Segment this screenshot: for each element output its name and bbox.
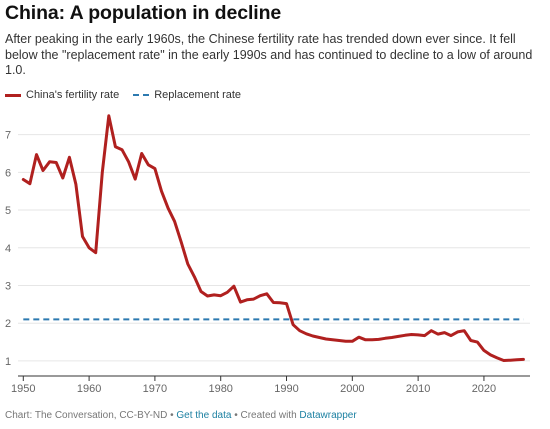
footer-separator: •	[234, 410, 238, 421]
fertility-rate-line	[21, 114, 525, 362]
y-tick-label: 2	[5, 318, 11, 330]
x-tick-label: 1950	[11, 383, 35, 395]
chart-footer: Chart: The Conversation, CC-BY-ND • Get …	[5, 410, 357, 421]
line-chart: 1 2 3 4 5 6 7 1950 1960 1970 1980 1990 2000 2010 2020	[5, 114, 530, 395]
y-tick-label: 5	[5, 205, 11, 217]
legend-swatch-solid	[5, 93, 21, 97]
x-tick-label: 1980	[208, 383, 232, 395]
legend-label-fertility-rate: China's fertility rate	[26, 89, 120, 101]
x-tick-label: 1970	[143, 383, 167, 395]
created-with-label: Created with	[240, 410, 297, 421]
legend-item-fertility-rate: China's fertility rate	[5, 89, 119, 101]
source-credit: Chart: The Conversation, CC-BY-ND	[5, 410, 168, 421]
legend-item-replacement-rate: Replacement rate	[133, 89, 241, 101]
y-tick-label: 4	[5, 243, 11, 255]
x-tick-label: 2020	[472, 383, 496, 395]
chart-subtitle: After peaking in the early 1960s, the Ch…	[5, 32, 533, 77]
y-tick-label: 6	[5, 167, 11, 179]
chart-title: China: A population in decline	[5, 2, 282, 24]
get-the-data-link[interactable]: Get the data	[176, 410, 232, 421]
x-tick-label: 1990	[274, 383, 298, 395]
y-tick-label: 1	[5, 356, 11, 368]
legend-label-replacement-rate: Replacement rate	[154, 89, 242, 101]
x-tick-label: 1960	[77, 383, 101, 395]
footer-separator: •	[170, 410, 174, 421]
x-tick-label: 2000	[340, 383, 364, 395]
y-tick-label: 7	[5, 130, 11, 142]
legend-swatch-dashed	[133, 94, 150, 96]
datawrapper-link[interactable]: Datawrapper	[299, 410, 357, 421]
x-tick-label: 2010	[406, 383, 430, 395]
y-tick-label: 3	[5, 280, 11, 292]
chart-legend: China's fertility rate Replacement rate	[5, 88, 255, 102]
